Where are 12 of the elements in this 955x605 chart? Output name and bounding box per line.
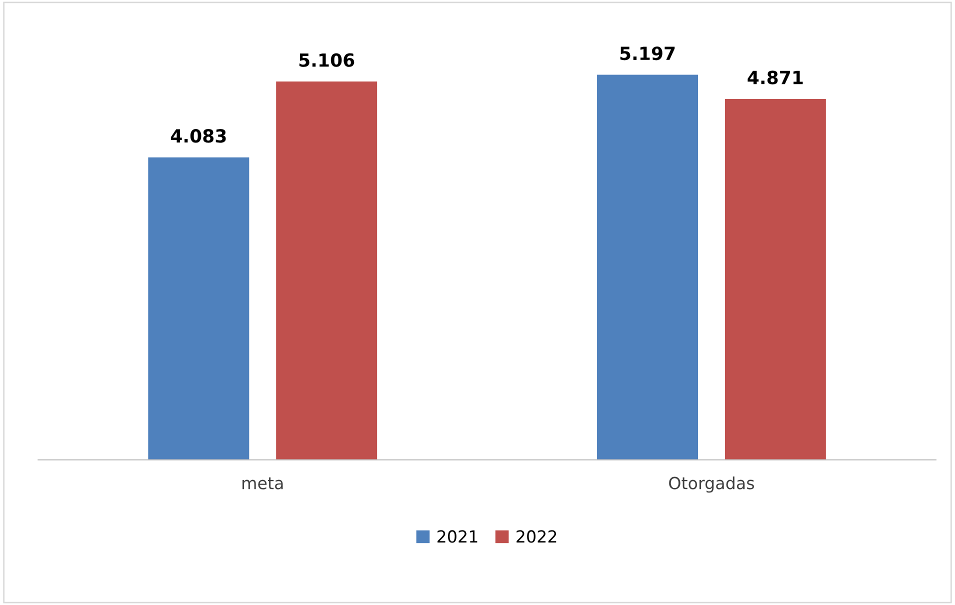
bar	[276, 82, 378, 460]
legend-label: 2022	[516, 530, 556, 543]
data-label: 5.106	[299, 53, 354, 67]
bar	[724, 98, 826, 460]
data-label: 5.197	[620, 46, 675, 60]
x-tick-label: Otorgadas	[669, 476, 754, 493]
legend-label: 2021	[438, 530, 478, 543]
data-label: 4.083	[170, 129, 226, 143]
x-tick-label: meta	[242, 477, 283, 490]
bar	[597, 74, 698, 460]
bar	[148, 157, 250, 460]
data-label: 4.871	[748, 70, 803, 84]
